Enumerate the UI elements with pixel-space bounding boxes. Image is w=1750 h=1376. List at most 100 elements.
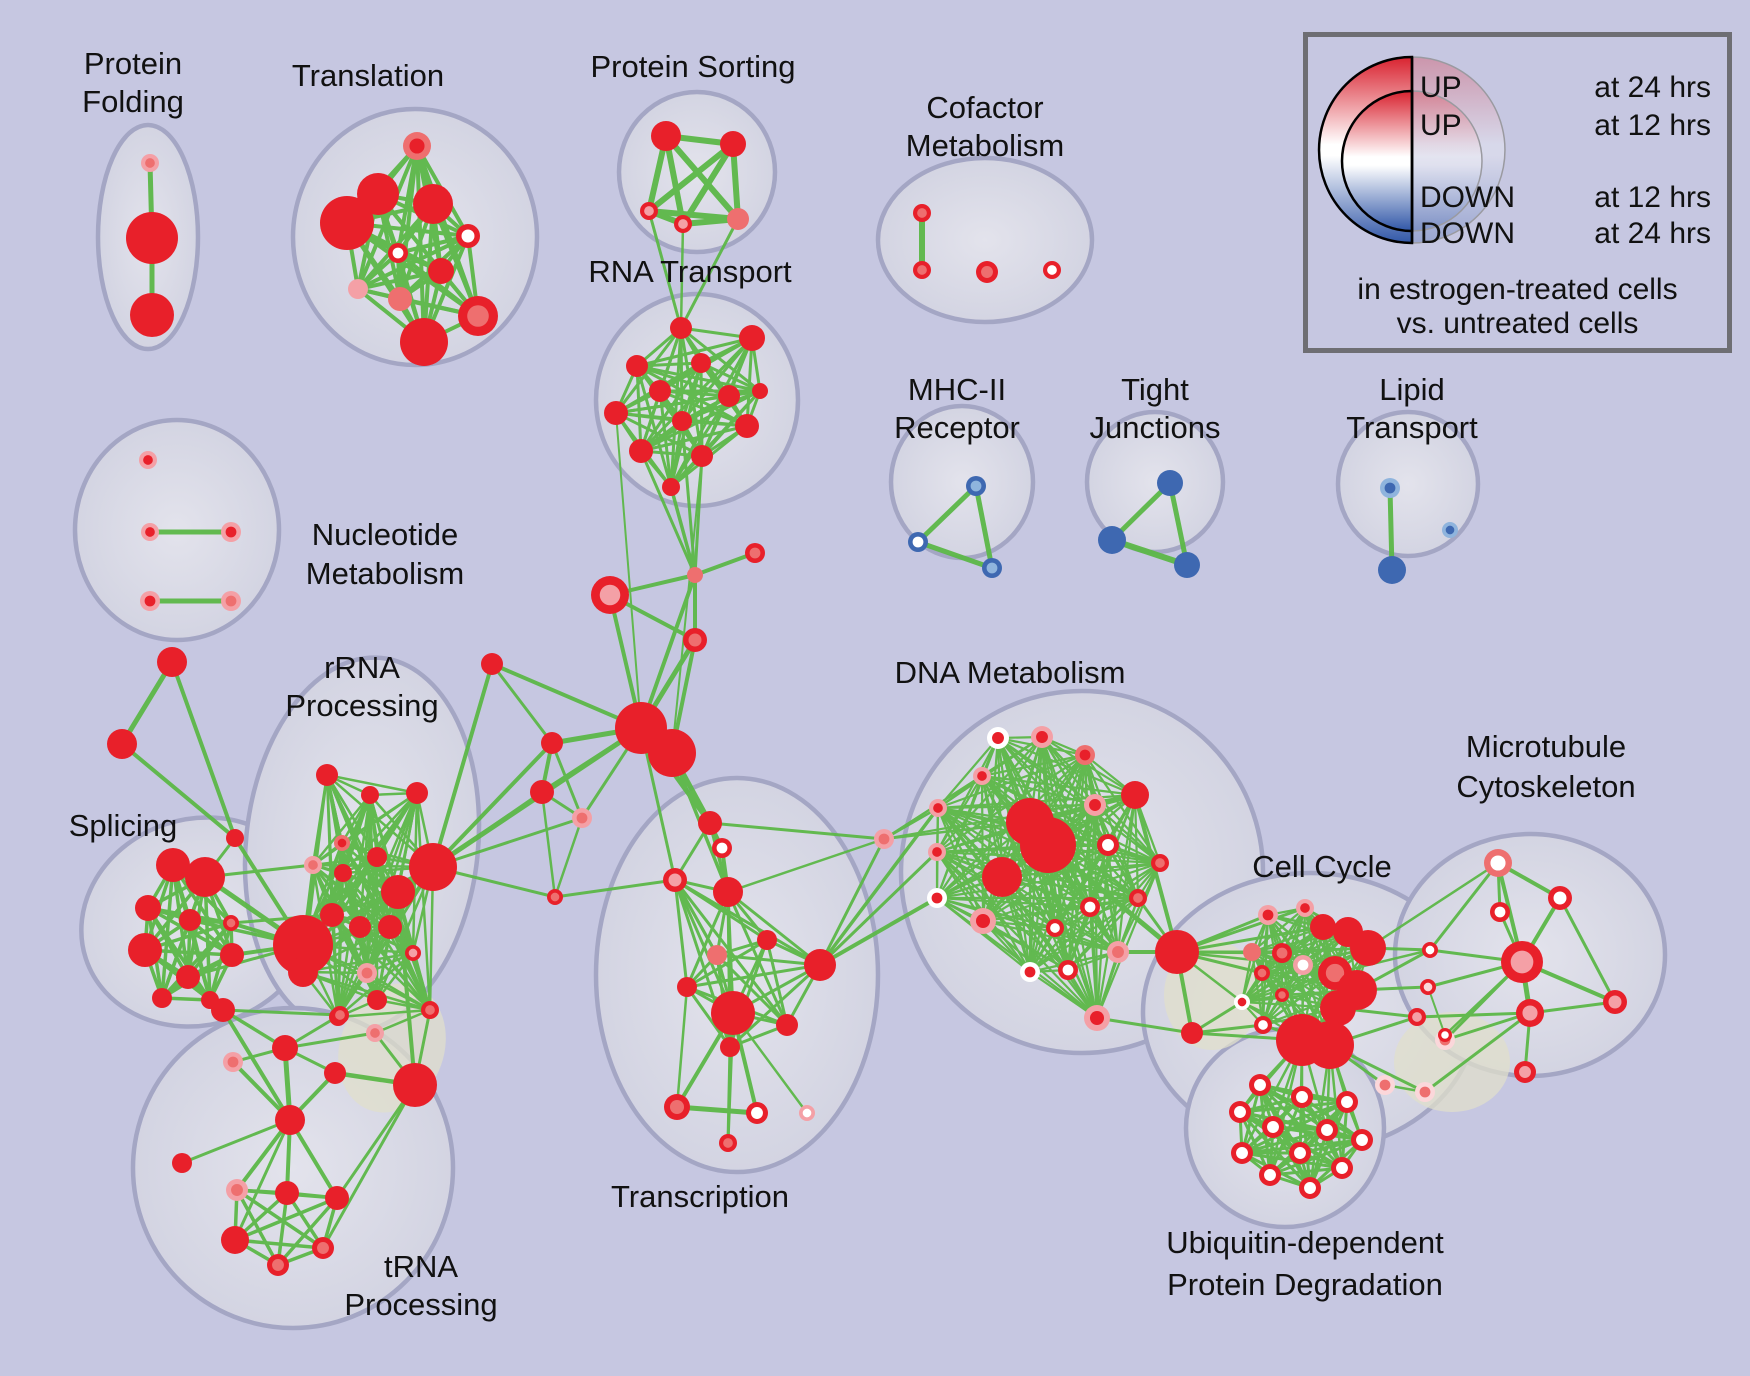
- node: [804, 949, 836, 981]
- node: [272, 1035, 298, 1061]
- edge: [311, 793, 372, 867]
- edge: [1046, 843, 1099, 1020]
- edge: [1095, 1016, 1194, 1035]
- edge: [203, 875, 212, 1002]
- edge: [233, 1118, 292, 1242]
- node-outer-ring: [677, 977, 697, 997]
- legend: UP at 24 hrs UP at 12 hrs DOWN at 12 hrs…: [1303, 32, 1732, 353]
- node: [221, 591, 241, 611]
- node: [720, 131, 746, 157]
- node-inner-core: [716, 842, 728, 854]
- node: [711, 991, 755, 1035]
- node: [400, 318, 448, 366]
- node-inner-core: [1297, 959, 1309, 971]
- legend-down-12-time: at 12 hrs: [1594, 181, 1711, 214]
- node-outer-ring: [275, 1181, 299, 1205]
- node-outer-ring: [156, 848, 190, 882]
- legend-glyph-inner-left: [1340, 89, 1414, 233]
- node-inner-core: [931, 892, 943, 904]
- node: [361, 786, 379, 804]
- edge: [671, 455, 703, 754]
- node-inner-core: [723, 1138, 733, 1148]
- edge: [229, 913, 334, 925]
- node-inner-core: [1089, 799, 1101, 811]
- node-inner-core: [144, 595, 156, 607]
- node: [1490, 902, 1510, 922]
- node: [130, 293, 174, 337]
- node-outer-ring: [393, 1063, 437, 1107]
- edge: [550, 741, 584, 820]
- node: [220, 943, 244, 967]
- node: [629, 439, 653, 463]
- cluster-label-translation: Translation: [292, 58, 444, 93]
- edge: [336, 890, 400, 1019]
- node-outer-ring: [648, 729, 696, 777]
- node: [1275, 988, 1289, 1002]
- cluster-label-protein-sorting: Protein Sorting: [590, 49, 795, 84]
- node-inner-core: [1445, 525, 1455, 535]
- edge: [540, 790, 557, 899]
- node-inner-core: [1024, 966, 1036, 978]
- node: [1129, 889, 1147, 907]
- edge: [1423, 1011, 1532, 1094]
- node-outer-ring: [530, 780, 554, 804]
- node: [1181, 1022, 1203, 1044]
- cluster-label-rrna-processing: Processing: [285, 688, 438, 723]
- node: [1378, 556, 1406, 584]
- node: [128, 933, 162, 967]
- node-outer-ring: [288, 957, 318, 987]
- edge: [235, 1188, 325, 1250]
- edge: [335, 1083, 417, 1200]
- node: [1331, 1157, 1353, 1179]
- edge: [1095, 861, 1162, 1020]
- node-outer-ring: [272, 1035, 298, 1061]
- edge: [235, 1188, 280, 1267]
- edge: [388, 925, 432, 1012]
- node: [1422, 942, 1438, 958]
- node-inner-core: [917, 208, 927, 218]
- edge: [283, 1031, 377, 1050]
- edge: [673, 878, 822, 967]
- node-inner-core: [1294, 1147, 1306, 1159]
- node-inner-core: [981, 266, 993, 278]
- edge: [980, 774, 1097, 807]
- node-inner-core: [1490, 855, 1506, 871]
- node-inner-core: [272, 1259, 284, 1271]
- cluster-label-protein-folding: Protein: [84, 46, 182, 81]
- node-inner-core: [1494, 906, 1506, 918]
- node: [1084, 1005, 1110, 1031]
- edge: [980, 753, 1087, 778]
- edge: [1366, 861, 1500, 950]
- edge: [639, 424, 749, 453]
- node-inner-core: [802, 1108, 812, 1118]
- node: [677, 977, 697, 997]
- node: [1107, 941, 1129, 963]
- node-outer-ring: [107, 729, 137, 759]
- edge: [1415, 1011, 1532, 1019]
- edge: [980, 774, 1137, 797]
- node: [357, 963, 377, 983]
- edge: [1250, 950, 1265, 1027]
- node-outer-ring: [1155, 930, 1199, 974]
- edge: [615, 412, 642, 729]
- edge: [160, 918, 192, 1000]
- edge: [330, 913, 379, 1002]
- node: [1174, 552, 1200, 578]
- node-outer-ring: [388, 287, 412, 311]
- edge: [680, 141, 736, 227]
- node-outer-ring: [711, 991, 755, 1035]
- node: [107, 729, 137, 759]
- node-inner-core: [392, 247, 404, 259]
- nodes: [107, 121, 1627, 1276]
- edge: [1261, 930, 1350, 1027]
- node-inner-core: [1608, 995, 1622, 1009]
- node: [908, 532, 928, 552]
- node: [366, 1024, 384, 1042]
- node: [735, 414, 759, 438]
- edge: [221, 1008, 292, 1122]
- node-inner-core: [1341, 1096, 1353, 1108]
- node: [970, 908, 996, 934]
- node-outer-ring: [541, 732, 563, 754]
- node-inner-core: [227, 1056, 239, 1068]
- node: [456, 224, 480, 248]
